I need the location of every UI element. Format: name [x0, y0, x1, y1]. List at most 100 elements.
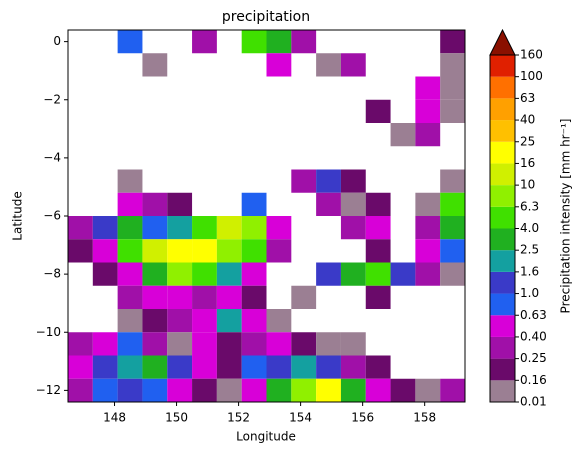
cell [316, 53, 341, 77]
colorbar-tick-label: 0.63 [520, 308, 547, 322]
cell [266, 378, 292, 402]
cell [390, 378, 416, 402]
colorbar-swatch [490, 141, 515, 164]
cell [216, 239, 242, 263]
cell [68, 332, 93, 356]
cell [340, 262, 366, 286]
cell [340, 378, 366, 402]
colorbar-tick-label: 2.5 [520, 243, 539, 257]
cell [241, 285, 267, 309]
cell [92, 332, 118, 356]
cell [415, 262, 441, 286]
cell [340, 192, 366, 216]
cell [440, 192, 465, 216]
cell [216, 378, 242, 402]
cell [117, 216, 143, 240]
cell [167, 309, 193, 333]
colorbar-swatch [490, 185, 515, 207]
cell [192, 216, 217, 240]
cell [92, 378, 118, 402]
colorbar-swatch [490, 76, 515, 99]
cell [167, 216, 193, 240]
cell [241, 216, 267, 240]
cell [92, 216, 118, 240]
cell [92, 239, 118, 263]
y-axis-label: Latitude [11, 191, 25, 240]
cell [142, 239, 168, 263]
colorbar-tick-label: 10 [520, 178, 535, 192]
colorbar-tick-label: 1.0 [520, 286, 539, 300]
colorbar-tick-label: 63 [520, 91, 535, 105]
cell [266, 239, 292, 263]
cell [167, 285, 193, 309]
cell [192, 30, 217, 54]
colorbar-tick-label: 16 [520, 156, 535, 170]
cell [167, 262, 193, 286]
y-tick-label: −4 [43, 150, 61, 164]
cell [316, 355, 341, 379]
cell [117, 192, 143, 216]
cell [440, 262, 465, 286]
cell [266, 30, 292, 54]
colorbar-swatch [490, 315, 515, 337]
x-tick-label: 150 [165, 411, 188, 425]
cell [241, 378, 267, 402]
y-tick-label: −2 [43, 92, 61, 106]
colorbar-label: Precipitation intensity [mm hr⁻¹] [559, 119, 573, 314]
x-tick-label: 158 [413, 411, 436, 425]
cell [117, 355, 143, 379]
cell [142, 332, 168, 356]
cell [142, 285, 168, 309]
y-tick-label: −8 [43, 267, 61, 281]
cell [440, 378, 465, 402]
colorbar-swatch [490, 206, 515, 229]
cell [415, 192, 441, 216]
x-axis-label: Longitude [236, 430, 296, 444]
cell [192, 285, 217, 309]
cell [415, 99, 441, 123]
cell [192, 378, 217, 402]
colorbar-tick-label: 6.3 [520, 199, 539, 213]
cell [142, 53, 168, 77]
x-tick-label: 156 [351, 411, 374, 425]
cell [68, 239, 93, 263]
cell [216, 262, 242, 286]
cell [241, 355, 267, 379]
cell [340, 332, 366, 356]
cell [142, 355, 168, 379]
cell [440, 216, 465, 240]
cell [365, 262, 391, 286]
cell [68, 378, 93, 402]
cell [316, 169, 341, 193]
cell [415, 76, 441, 100]
colorbar-swatch [490, 55, 515, 77]
cell [241, 332, 267, 356]
cell [365, 285, 391, 309]
cell [92, 262, 118, 286]
cell [316, 192, 341, 216]
colorbar-tick-label: 0.01 [520, 395, 547, 409]
cell [142, 262, 168, 286]
cell [241, 192, 267, 216]
cell [167, 192, 193, 216]
cell [266, 332, 292, 356]
colorbar-swatch [490, 336, 515, 359]
colorbar-tick-label: 0.16 [520, 373, 547, 387]
x-tick-label: 148 [103, 411, 126, 425]
cell [415, 123, 441, 147]
cell [167, 355, 193, 379]
cell [365, 192, 391, 216]
cell [117, 169, 143, 193]
cell [117, 332, 143, 356]
cell [192, 355, 217, 379]
colorbar-swatch [490, 120, 515, 142]
cell [117, 30, 143, 54]
cell [365, 378, 391, 402]
cell [291, 378, 317, 402]
cell [291, 285, 317, 309]
cell [142, 216, 168, 240]
cell [440, 169, 465, 193]
cell [291, 30, 317, 54]
cell [440, 53, 465, 77]
